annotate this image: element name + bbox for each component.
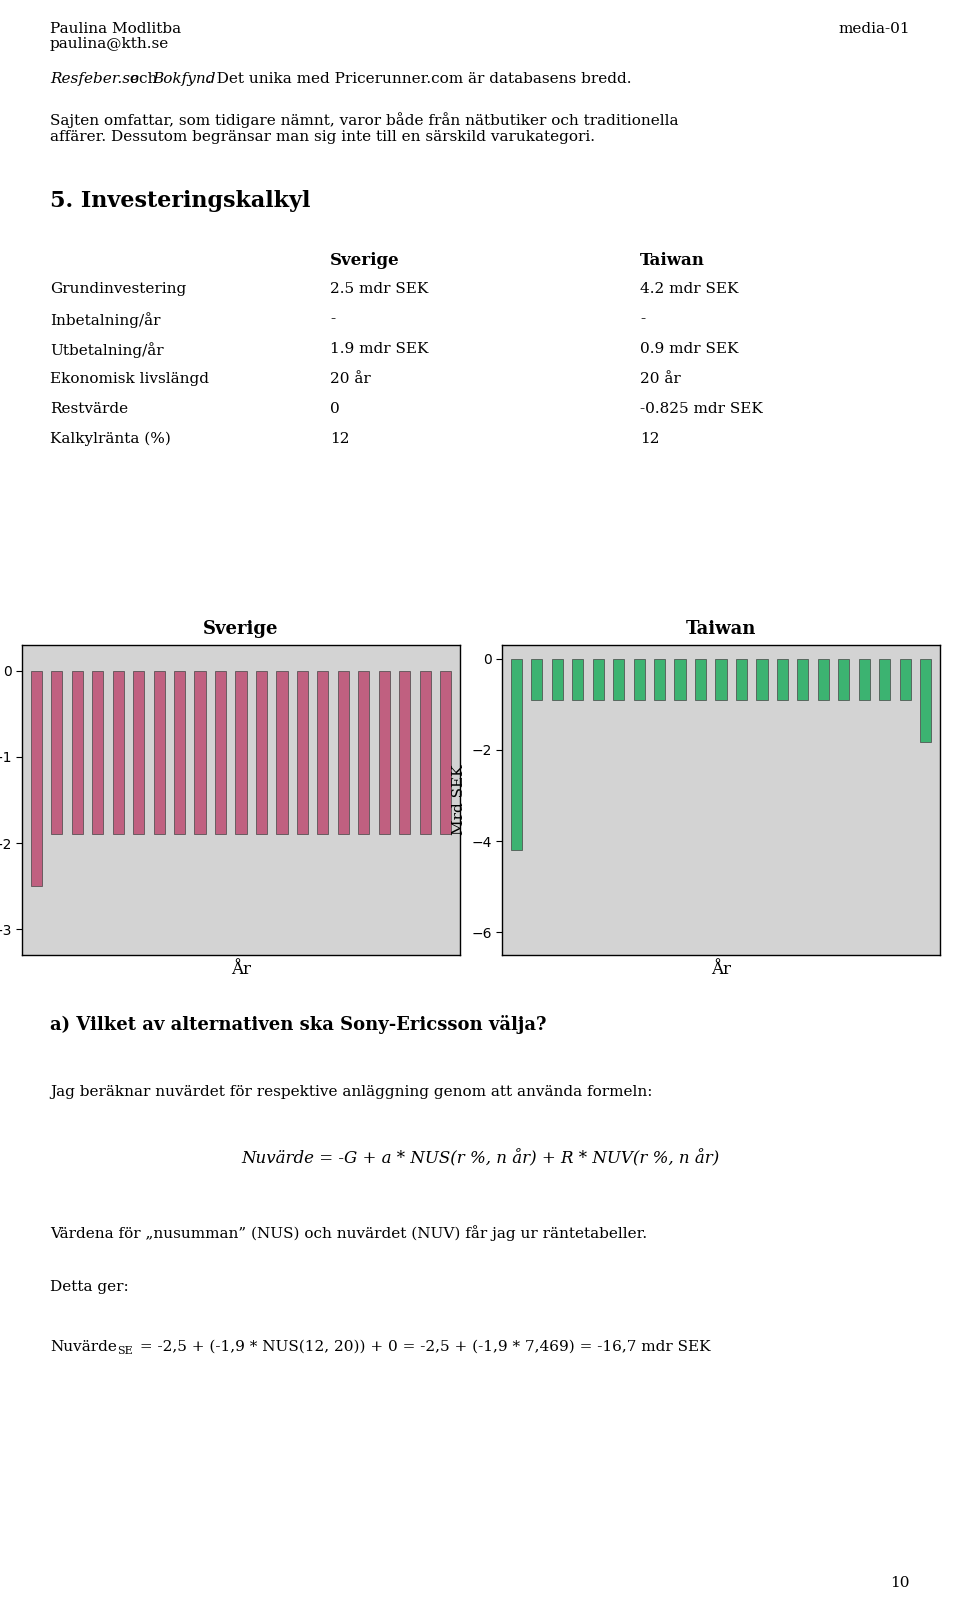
- Bar: [255, 671, 267, 834]
- Text: Grundinvestering: Grundinvestering: [50, 282, 186, 296]
- Text: 5. Investeringskalkyl: 5. Investeringskalkyl: [50, 190, 310, 212]
- Text: Kalkylränta (%): Kalkylränta (%): [50, 433, 171, 447]
- Bar: [634, 659, 645, 700]
- Text: Sverige: Sverige: [330, 253, 399, 269]
- Bar: [92, 671, 104, 834]
- Bar: [51, 671, 62, 834]
- Bar: [420, 671, 431, 834]
- Text: SE: SE: [117, 1346, 132, 1356]
- Text: Taiwan: Taiwan: [640, 253, 705, 269]
- Text: Nuvärde = -G + a * NUS(r %, n år) + R * NUV(r %, n år): Nuvärde = -G + a * NUS(r %, n år) + R * …: [241, 1150, 719, 1168]
- Text: Nuvärde: Nuvärde: [50, 1340, 117, 1354]
- Text: -: -: [640, 313, 645, 326]
- Bar: [511, 659, 522, 850]
- X-axis label: År: År: [711, 961, 731, 977]
- Text: 12: 12: [330, 433, 349, 446]
- Text: Bokfynd: Bokfynd: [152, 71, 215, 86]
- Bar: [112, 671, 124, 834]
- Text: 20 år: 20 år: [330, 373, 371, 386]
- Bar: [552, 659, 563, 700]
- Bar: [72, 671, 83, 834]
- Text: 1.9 mdr SEK: 1.9 mdr SEK: [330, 342, 428, 356]
- Bar: [654, 659, 665, 700]
- Text: Inbetalning/år: Inbetalning/år: [50, 313, 160, 327]
- Text: affärer. Dessutom begränsar man sig inte till en särskild varukategori.: affärer. Dessutom begränsar man sig inte…: [50, 130, 595, 144]
- Bar: [613, 659, 624, 700]
- Text: Sajten omfattar, som tidigare nämnt, varor både från nätbutiker och traditionell: Sajten omfattar, som tidigare nämnt, var…: [50, 112, 679, 128]
- Bar: [531, 659, 542, 700]
- Bar: [777, 659, 788, 700]
- Bar: [440, 671, 451, 834]
- Text: . Det unika med Pricerunner.com är databasens bredd.: . Det unika med Pricerunner.com är datab…: [207, 71, 632, 86]
- Text: Utbetalning/år: Utbetalning/år: [50, 342, 163, 358]
- Bar: [297, 671, 308, 834]
- Text: 10: 10: [891, 1576, 910, 1589]
- Bar: [900, 659, 911, 700]
- Bar: [920, 659, 931, 742]
- Bar: [317, 671, 328, 834]
- Text: 12: 12: [640, 433, 660, 446]
- Text: paulina@kth.se: paulina@kth.se: [50, 37, 169, 50]
- Text: 0: 0: [330, 402, 340, 416]
- Bar: [399, 671, 410, 834]
- Text: Detta ger:: Detta ger:: [50, 1280, 129, 1294]
- Bar: [358, 671, 370, 834]
- Text: -: -: [330, 313, 335, 326]
- Bar: [31, 671, 42, 886]
- Title: Sverige: Sverige: [204, 620, 278, 638]
- Bar: [235, 671, 247, 834]
- Bar: [378, 671, 390, 834]
- Bar: [879, 659, 890, 700]
- Text: Resfeber.se: Resfeber.se: [50, 71, 139, 86]
- Text: Restvärde: Restvärde: [50, 402, 128, 416]
- Bar: [572, 659, 584, 700]
- Bar: [174, 671, 185, 834]
- Bar: [215, 671, 227, 834]
- Text: Jag beräknar nuvärdet för respektive anläggning genom att använda formeln:: Jag beräknar nuvärdet för respektive anl…: [50, 1085, 653, 1098]
- Text: media-01: media-01: [838, 23, 910, 36]
- Text: 20 år: 20 år: [640, 373, 681, 386]
- Text: = -2,5 + (-1,9 * NUS(12, 20)) + 0 = -2,5 + (-1,9 * 7,469) = -16,7 mdr SEK: = -2,5 + (-1,9 * NUS(12, 20)) + 0 = -2,5…: [135, 1340, 710, 1354]
- Bar: [338, 671, 349, 834]
- Bar: [735, 659, 747, 700]
- Text: 0.9 mdr SEK: 0.9 mdr SEK: [640, 342, 738, 356]
- Text: a) Vilket av alternativen ska Sony-Ericsson välja?: a) Vilket av alternativen ska Sony-Erics…: [50, 1016, 546, 1034]
- Text: Paulina Modlitba: Paulina Modlitba: [50, 23, 181, 36]
- Bar: [695, 659, 707, 700]
- Text: -0.825 mdr SEK: -0.825 mdr SEK: [640, 402, 763, 416]
- Bar: [818, 659, 829, 700]
- Bar: [133, 671, 144, 834]
- Text: 4.2 mdr SEK: 4.2 mdr SEK: [640, 282, 738, 296]
- Bar: [154, 671, 165, 834]
- Text: 2.5 mdr SEK: 2.5 mdr SEK: [330, 282, 428, 296]
- Title: Taiwan: Taiwan: [685, 620, 756, 638]
- Bar: [675, 659, 685, 700]
- Text: Värdena för „nusumman” (NUS) och nuvärdet (NUV) får jag ur räntetabeller.: Värdena för „nusumman” (NUS) och nuvärde…: [50, 1225, 647, 1241]
- Bar: [797, 659, 808, 700]
- X-axis label: År: År: [231, 961, 251, 977]
- Bar: [715, 659, 727, 700]
- Bar: [756, 659, 768, 700]
- Bar: [838, 659, 850, 700]
- Bar: [592, 659, 604, 700]
- Text: Ekonomisk livslängd: Ekonomisk livslängd: [50, 373, 209, 386]
- Y-axis label: Mrd SEK: Mrd SEK: [451, 765, 466, 836]
- Text: och: och: [125, 71, 162, 86]
- Bar: [858, 659, 870, 700]
- Bar: [195, 671, 205, 834]
- Bar: [276, 671, 288, 834]
